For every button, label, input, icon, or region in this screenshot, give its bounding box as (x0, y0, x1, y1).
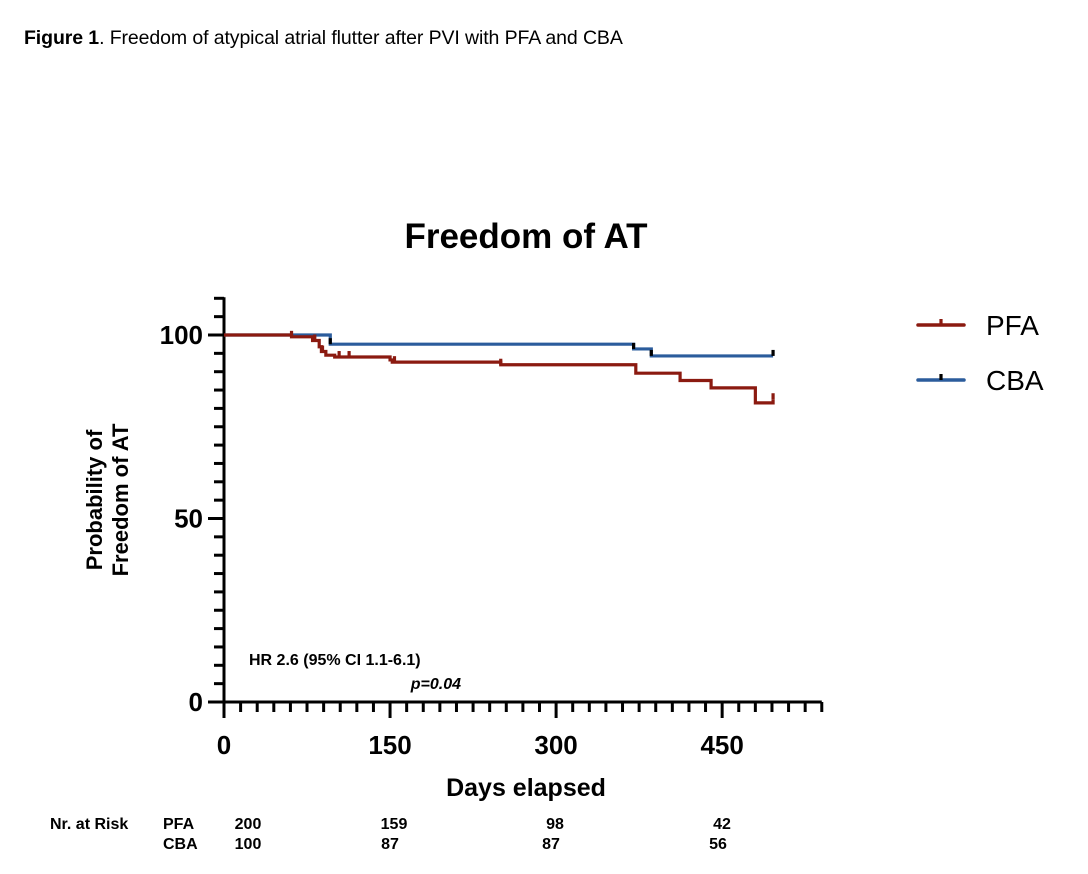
risk-table-value: 100 (235, 836, 262, 853)
x-tick-label: 300 (534, 730, 577, 760)
risk-table-value: 87 (381, 836, 399, 853)
legend: PFA CBA (916, 310, 1044, 396)
risk-table-value: 87 (542, 836, 560, 853)
y-axis-label-line-2: Freedom of AT (108, 423, 133, 576)
risk-table: Nr. at Risk PFA 200 159 98 42 CBA 100 87 87 56 (50, 816, 731, 853)
series-cba (224, 333, 775, 358)
x-tick-label: 450 (700, 730, 743, 760)
hr-annotation: HR 2.6 (95% CI 1.1-6.1) (249, 652, 421, 669)
risk-table-group: CBA (163, 836, 198, 853)
risk-table-value: 42 (713, 816, 731, 833)
figure-caption-text: . Freedom of atypical atrial flutter aft… (99, 27, 623, 49)
risk-table-row-cba: CBA 100 87 87 56 (163, 836, 727, 853)
km-curve-pfa (224, 333, 775, 405)
y-axis-label: Probability of Freedom of AT (82, 423, 133, 576)
legend-label: CBA (986, 365, 1044, 396)
risk-table-value: 98 (546, 816, 564, 833)
legend-label: PFA (986, 310, 1039, 341)
x-tick-label: 150 (368, 730, 411, 760)
figure-label: Figure 1 (24, 27, 100, 49)
x-tick-label: 0 (217, 730, 231, 760)
y-axis-label-line-1: Probability of (82, 429, 107, 570)
series-pfa (224, 330, 775, 405)
tick-labels: 0 150 300 450 0 50 100 (160, 320, 744, 760)
chart-title: Freedom of AT (404, 217, 647, 256)
p-value-annotation: p=0.04 (410, 676, 461, 693)
x-axis-label: Days elapsed (446, 774, 606, 802)
series-group (224, 330, 775, 405)
risk-table-value: 200 (235, 816, 262, 833)
legend-item-cba: CBA (916, 365, 1044, 396)
legend-item-pfa: PFA (916, 310, 1039, 341)
risk-table-group: PFA (163, 816, 195, 833)
risk-table-row-pfa: PFA 200 159 98 42 (163, 816, 731, 833)
y-tick-label: 100 (160, 320, 203, 350)
axes (208, 296, 824, 718)
figure-caption: Figure 1. Freedom of atypical atrial flu… (24, 27, 623, 50)
risk-table-value: 159 (381, 816, 408, 833)
y-tick-label: 0 (189, 687, 203, 717)
risk-table-header: Nr. at Risk (50, 816, 128, 833)
y-tick-label: 50 (174, 504, 203, 534)
risk-table-value: 56 (709, 836, 727, 853)
